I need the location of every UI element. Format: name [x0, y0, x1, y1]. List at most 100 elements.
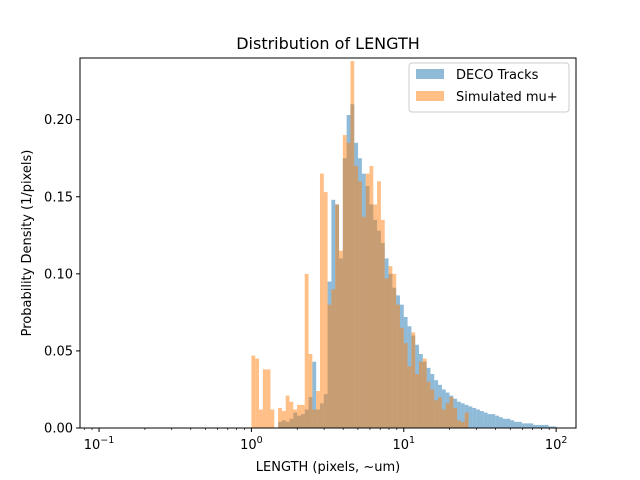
histogram-bar-series-0 [468, 406, 473, 428]
histogram-bar-series-1 [323, 192, 328, 428]
y-tick-label: 0.10 [44, 267, 73, 282]
histogram-bar-series-0 [499, 417, 503, 428]
legend-swatch-deco-tracks [416, 69, 444, 79]
axes [79, 57, 577, 429]
histogram-bar-series-1 [396, 304, 400, 428]
y-tick-label: 0.00 [44, 422, 73, 437]
histogram-bar-series-1 [270, 409, 275, 428]
histogram-bar-series-1 [331, 289, 336, 428]
histogram-bar-series-1 [304, 273, 309, 428]
legend: DECO Tracks Simulated mu+ [408, 62, 570, 113]
histogram-bar-series-1 [285, 395, 290, 429]
histogram-bar-series-0 [460, 403, 465, 428]
y-tick-label: 0.20 [44, 113, 73, 128]
histogram-bar-series-0 [529, 423, 534, 429]
histogram-bar-series-0 [518, 421, 522, 428]
histogram-bar-series-1 [430, 389, 435, 428]
histogram-bar-series-1 [293, 409, 298, 428]
histogram-bar-series-0 [441, 389, 446, 428]
histogram-bar-series-1 [445, 403, 450, 428]
histogram-bar-series-0 [521, 423, 526, 429]
histogram-bar-series-1 [369, 165, 374, 429]
histogram-bar-series-1 [339, 250, 343, 428]
histogram-bar-series-0 [540, 424, 545, 428]
histogram-bar-series-0 [544, 424, 549, 428]
histogram-bar-series-1 [308, 354, 313, 428]
histogram-bar-series-1 [350, 61, 355, 428]
histogram-bar-series-1 [278, 407, 282, 428]
legend-label-deco-tracks: DECO Tracks [456, 68, 539, 83]
histogram-bar-series-1 [297, 404, 301, 429]
histogram-bar-series-1 [262, 369, 267, 428]
histogram-bar-series-1 [380, 219, 385, 428]
histogram-bar-series-1 [426, 381, 431, 428]
histogram-bar-series-0 [552, 426, 557, 428]
histogram-bar-series-0 [457, 401, 461, 428]
histogram-bar-series-0 [548, 426, 553, 428]
histogram-bar-series-1 [373, 204, 378, 428]
histogram-bar-series-0 [491, 414, 496, 429]
histogram-bar-series-1 [251, 355, 256, 428]
histogram-bar-series-1 [460, 421, 465, 428]
histogram-bar-series-0 [514, 421, 519, 428]
histogram-bar-series-0 [537, 424, 541, 428]
histogram-bar-series-1 [415, 374, 420, 428]
legend-box [408, 62, 570, 113]
histogram-bar-series-0 [533, 424, 538, 428]
histogram-bar-series-1 [457, 420, 461, 428]
histogram-bar-series-1 [342, 135, 347, 428]
histogram-bar-series-1 [289, 401, 294, 428]
x-tick-label: 102 [545, 435, 568, 453]
histogram-bar-series-1 [392, 273, 397, 428]
histogram-bar-series-0 [510, 420, 515, 428]
histogram-bar-series-1 [403, 343, 408, 428]
legend-swatch-simulated-mu [416, 91, 444, 101]
histogram-bar-series-1 [399, 327, 404, 428]
histogram-bar-series-0 [483, 412, 488, 428]
plot-frame [79, 57, 577, 429]
y-tick-label: 0.15 [44, 190, 73, 205]
histogram-bar-series-0 [476, 409, 480, 428]
histogram-bar-series-1 [346, 142, 351, 429]
histogram-bar-series-1 [377, 181, 381, 428]
histogram-bar-series-1 [255, 358, 260, 429]
histogram-bar-series-1 [281, 411, 286, 428]
histogram-bar-series-0 [472, 407, 477, 428]
histogram-bar-series-1 [266, 369, 271, 428]
histogram-bar-series-1 [327, 304, 332, 428]
y-axis-ticks: 0.00 0.05 0.10 0.15 0.20 [44, 113, 80, 437]
y-axis-label: Probability Density (1/pixels) [20, 150, 35, 337]
legend-label-simulated-mu: Simulated mu+ [456, 90, 558, 105]
histogram-bar-series-1 [365, 173, 370, 428]
histogram-bar-series-0 [479, 411, 484, 428]
histogram-bar-series-1 [361, 216, 366, 428]
x-tick-label: 100 [240, 435, 263, 453]
histogram-bar-series-1 [441, 409, 446, 428]
histogram-bar-series-1 [419, 361, 423, 428]
histogram-bar-series-1 [335, 204, 340, 428]
histogram-bar-series-1 [316, 391, 320, 428]
x-axis-label: LENGTH (pixels, ~um) [256, 460, 400, 475]
histogram-bar-series-1 [407, 366, 412, 428]
histogram-bar-series-1 [411, 332, 416, 428]
histogram-bar-series-0 [487, 414, 492, 429]
histogram-bar-series-1 [449, 397, 454, 428]
x-axis-ticks: 10−1 100 101 102 [84, 428, 568, 453]
x-tick-label: 10−1 [84, 435, 115, 453]
histogram-bar-series-1 [453, 407, 458, 428]
chart-title: Distribution of LENGTH [236, 34, 420, 53]
histogram-bar-series-1 [319, 173, 324, 428]
histogram-bar-series-1 [312, 409, 317, 428]
histogram-bars [251, 61, 557, 429]
histogram-bar-series-0 [525, 423, 530, 429]
histogram-bar-series-1 [422, 358, 427, 429]
histogram-bar-series-0 [506, 418, 511, 428]
histogram-bar-series-1 [354, 165, 359, 429]
histogram-bar-series-0 [502, 418, 507, 428]
histogram-bar-series-0 [495, 415, 499, 428]
histogram-bar-series-1 [464, 412, 469, 428]
y-tick-label: 0.05 [44, 344, 73, 359]
histogram-bar-series-1 [384, 278, 389, 428]
histogram-bar-series-1 [358, 181, 362, 428]
